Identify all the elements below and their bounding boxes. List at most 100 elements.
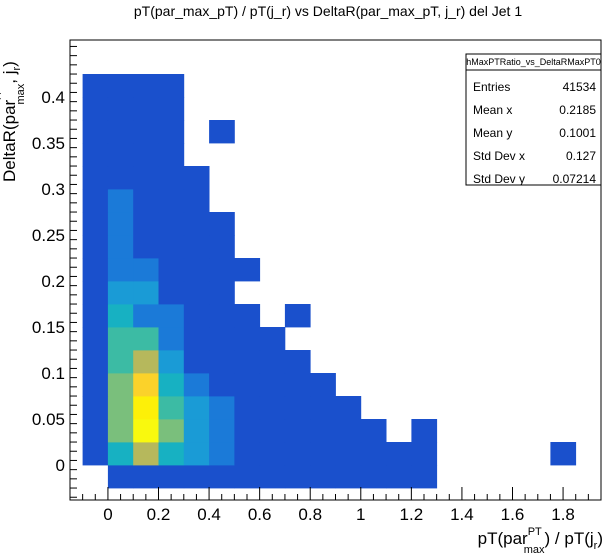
- heatmap-cell: [82, 235, 109, 259]
- heatmap-cell: [133, 465, 159, 489]
- tick-labels: 0 0.2 0.4 0.6 0.8 1 1.2 1.4 1.6 1.8 0 0.05 0.1 0.15 0.…: [32, 88, 575, 524]
- stats-value: 0.07214: [553, 172, 597, 186]
- heatmap-cell: [183, 419, 210, 443]
- heatmap-cell: [234, 304, 261, 328]
- heatmap-cell: [386, 465, 412, 489]
- y-tick-label: 0.15: [32, 318, 65, 337]
- heatmap-cell: [183, 373, 210, 397]
- heatmap-cell: [107, 281, 134, 305]
- stats-box: hMaxPTRatio_vs_DeltaRMaxPT0 Entries 41534…: [465, 53, 602, 186]
- heatmap-cell: [158, 465, 185, 489]
- heatmap-cell: [209, 465, 235, 489]
- heatmap-cell: [107, 258, 134, 282]
- stats-value: 0.127: [566, 149, 596, 163]
- heatmap-cell: [550, 442, 577, 466]
- heatmap-cell: [107, 465, 134, 489]
- heatmap-cell: [209, 235, 235, 259]
- heatmap-cell: [107, 235, 134, 259]
- heatmap-cell: [259, 442, 286, 466]
- heatmap-cell: [335, 465, 362, 489]
- heatmap-cell: [158, 304, 185, 328]
- heatmap-cell: [234, 419, 261, 443]
- heatmap-cell: [183, 350, 210, 374]
- heatmap-cell: [158, 442, 185, 466]
- heatmap-cell: [158, 74, 185, 98]
- heatmap-cell: [82, 419, 109, 443]
- heatmap-cell: [133, 442, 159, 466]
- heatmap-cell: [234, 396, 261, 420]
- heatmap-cell: [411, 442, 438, 466]
- heatmap-cell: [310, 373, 336, 397]
- stats-label: Mean y: [473, 126, 512, 140]
- heatmap-cell: [209, 258, 235, 282]
- heatmap-cell: [284, 396, 311, 420]
- x-tick-label: 1.8: [551, 505, 575, 524]
- heatmap-cell: [133, 373, 159, 397]
- heatmap-cell: [133, 97, 159, 121]
- heatmap-cell: [107, 396, 134, 420]
- heatmap-cell: [82, 120, 109, 144]
- heatmap-cell: [335, 396, 362, 420]
- heatmap-cell: [183, 166, 210, 190]
- heatmap-cell: [209, 120, 235, 144]
- heatmap-cell: [259, 419, 286, 443]
- x-tick-label: 0: [103, 505, 112, 524]
- heatmap-cell: [107, 189, 134, 213]
- heatmap-cell: [209, 373, 235, 397]
- heatmap-cell: [158, 419, 185, 443]
- stats-value: 41534: [563, 80, 597, 94]
- chart-title: pT(par_max_pT) / pT(j_r) vs DeltaR(par_m…: [134, 3, 522, 19]
- heatmap-cell: [310, 442, 336, 466]
- heatmap-cell: [107, 350, 134, 374]
- heatmap-cell: [133, 327, 159, 351]
- heatmap-cell: [310, 396, 336, 420]
- heatmap-cell: [107, 74, 134, 98]
- heatmap-cell: [360, 442, 387, 466]
- heatmap-cell: [82, 212, 109, 236]
- heatmap-cell: [360, 465, 387, 489]
- heatmap-cell: [82, 373, 109, 397]
- heatmap-cell: [107, 419, 134, 443]
- heatmap-cell: [158, 120, 185, 144]
- axis-ticks: [69, 45, 602, 500]
- y-axis-title: DeltaR(par' 'max, jr): [0, 61, 27, 182]
- heatmap-cell: [133, 396, 159, 420]
- heatmap-cell: [158, 235, 185, 259]
- heatmap-cell: [133, 258, 159, 282]
- heatmap-cell: [158, 189, 185, 213]
- heatmap-cell: [183, 212, 210, 236]
- heatmap-cell: [183, 304, 210, 328]
- heatmap-cell: [133, 74, 159, 98]
- heatmap-cell: [209, 212, 235, 236]
- heatmap-cell: [107, 442, 134, 466]
- x-tick-label: 0.6: [248, 505, 272, 524]
- heatmap-cell: [310, 419, 336, 443]
- heatmap-cell: [183, 235, 210, 259]
- heatmap-cell: [107, 212, 134, 236]
- heatmap-cell: [183, 465, 210, 489]
- heatmap-cell: [107, 327, 134, 351]
- heatmap-cell: [133, 419, 159, 443]
- stats-histogram-name: hMaxPTRatio_vs_DeltaRMaxPT0: [466, 57, 601, 67]
- heatmap-cell: [158, 212, 185, 236]
- stats-label: Entries: [473, 80, 510, 94]
- heatmap-cell: [82, 74, 109, 98]
- y-tick-label: 0.1: [41, 364, 65, 383]
- x-tick-label: 1.4: [450, 505, 474, 524]
- heatmap-cell: [82, 304, 109, 328]
- heatmap-cell: [284, 465, 311, 489]
- heatmap-cell: [107, 304, 134, 328]
- heatmap-cell: [183, 258, 210, 282]
- heatmap-cell: [133, 120, 159, 144]
- heatmap-cell: [183, 189, 210, 213]
- heatmap-cell: [107, 120, 134, 144]
- heatmap-cell: [259, 373, 286, 397]
- heatmap-cell: [133, 189, 159, 213]
- stats-label: Std Dev y: [473, 172, 525, 186]
- heatmap-cell: [234, 465, 261, 489]
- heatmap-cell: [82, 258, 109, 282]
- heatmap-cell: [82, 350, 109, 374]
- y-tick-label: 0.3: [41, 180, 65, 199]
- heatmap-cell: [133, 166, 159, 190]
- heatmap-cell: [158, 350, 185, 374]
